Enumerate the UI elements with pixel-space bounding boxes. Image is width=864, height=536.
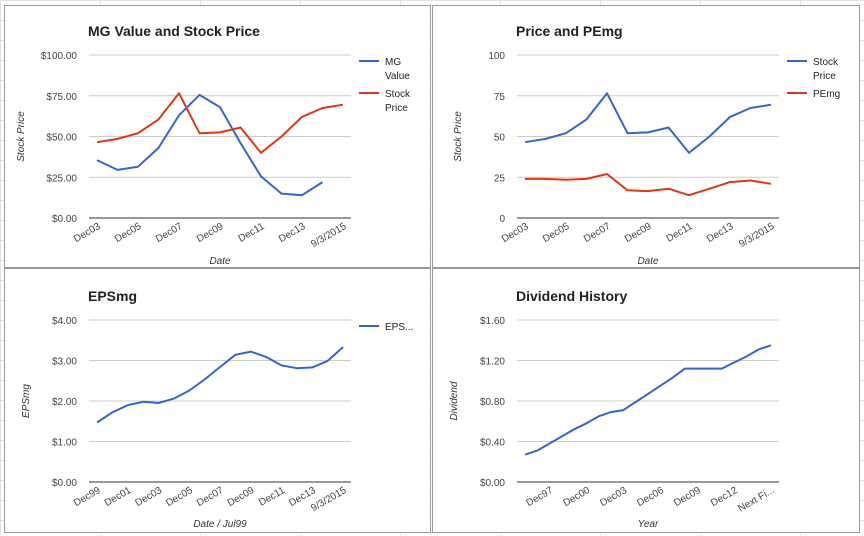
chart-title: Dividend History [516, 288, 627, 304]
chart-title: EPSmg [88, 288, 137, 304]
x-tick-label: Dec09 [195, 221, 226, 245]
y-tick-label: 100 [488, 51, 505, 62]
x-tick-label: Dec07 [154, 221, 185, 245]
y-axis-title: Dividend [449, 381, 460, 420]
y-tick-label: $0.00 [52, 214, 77, 225]
y-axis-title: Stock Price [16, 111, 27, 162]
chart-mg-value-stock-price[interactable]: MG Value and Stock Price $0.00 $25.00 $50.0… [4, 5, 431, 268]
x-tick-label: Dec01 [103, 485, 134, 509]
chart-epsmg[interactable]: EPSmg $0.00 $1.00 $2.00 $3.00 $4.00 Dec99 Dec01… [4, 268, 431, 533]
series-line-eps[interactable] [96, 346, 344, 424]
y-tick-label: $2.00 [52, 397, 77, 408]
chart-svg-mg-value-stock-price: MG Value and Stock Price $0.00 $25.00 $50.0… [16, 23, 411, 267]
x-tick-label: Dec05 [113, 221, 144, 245]
x-tick-label: Dec09 [672, 485, 703, 509]
y-tick-label: 50 [494, 133, 506, 144]
chart-title: Price and PEmg [516, 23, 623, 39]
x-tick-label: Dec03 [133, 485, 164, 509]
x-tick-label: Dec09 [623, 221, 654, 245]
y-tick-label: $100.00 [41, 51, 78, 62]
y-tick-label: $4.00 [52, 316, 77, 327]
y-tick-label: $0.00 [480, 478, 505, 489]
x-tick-label: Dec11 [257, 485, 287, 509]
y-axis-title: EPSmg [21, 384, 32, 418]
x-tick-label: Dec13 [277, 221, 308, 245]
y-tick-label: $3.00 [52, 357, 77, 368]
y-tick-label: 25 [494, 173, 506, 184]
x-tick-label: 9/3/2015 [737, 221, 777, 250]
y-tick-label: 0 [499, 214, 505, 225]
x-tick-label: Dec12 [709, 485, 740, 509]
x-tick-label: Dec07 [582, 221, 613, 245]
y-tick-label: $25.00 [46, 173, 77, 184]
x-tick-label: Dec00 [561, 485, 592, 509]
x-tick-label: 9/3/2015 [309, 485, 349, 514]
chart-svg-dividend-history: Dividend History $0.00 $0.40 $0.80 $1.20 $1.6… [449, 288, 779, 530]
x-tick-label: Dec11 [665, 221, 695, 245]
x-tick-label: Dec97 [525, 485, 556, 509]
series-line-stock-price[interactable] [96, 92, 344, 154]
x-tick-label: Dec13 [705, 221, 736, 245]
x-tick-label: Dec09 [226, 485, 257, 509]
y-tick-label: $1.00 [52, 438, 77, 449]
y-tick-label: $0.80 [480, 397, 505, 408]
x-tick-label: Dec05 [164, 485, 195, 509]
x-tick-label: Dec06 [635, 485, 666, 509]
x-tick-label: Dec03 [598, 485, 629, 509]
chart-title: MG Value and Stock Price [88, 23, 260, 39]
x-tick-label: Dec11 [237, 221, 267, 245]
y-tick-label: $1.60 [480, 316, 505, 327]
series-line-stock-price[interactable] [524, 92, 772, 154]
chart-price-pemg[interactable]: Price and PEmg 0 25 50 75 100 Dec03 Dec05 Dec07 D… [432, 5, 860, 268]
legend-label: Stock Price [813, 57, 839, 82]
x-axis-title: Year [638, 519, 659, 530]
x-axis-title: Date / Jul99 [193, 519, 247, 530]
y-tick-label: $0.00 [52, 478, 77, 489]
x-tick-label: Dec07 [195, 485, 226, 509]
x-tick-label: Next Fi... [736, 485, 776, 515]
legend-label: PEmg [813, 89, 840, 100]
legend-label: MG Value [385, 57, 410, 82]
series-line-pemg[interactable] [525, 173, 772, 197]
series-line-dividend[interactable] [524, 344, 772, 456]
legend-label: Stock Price [385, 89, 411, 114]
x-axis-title: Date [209, 256, 231, 267]
y-tick-label: $75.00 [46, 92, 77, 103]
series-line-mg-value[interactable] [96, 93, 324, 197]
x-axis-title: Date [637, 256, 659, 267]
x-tick-label: Dec05 [541, 221, 572, 245]
x-tick-label: 9/3/2015 [309, 221, 349, 250]
y-tick-label: $1.20 [480, 357, 505, 368]
y-axis-title: Stock Price [453, 111, 464, 162]
chart-dividend-history[interactable]: Dividend History $0.00 $0.40 $0.80 $1.20 $1.6… [432, 268, 860, 533]
y-tick-label: $0.40 [480, 438, 505, 449]
y-tick-label: 75 [494, 92, 506, 103]
legend-label: EPS... [385, 322, 413, 333]
y-tick-label: $50.00 [46, 133, 77, 144]
